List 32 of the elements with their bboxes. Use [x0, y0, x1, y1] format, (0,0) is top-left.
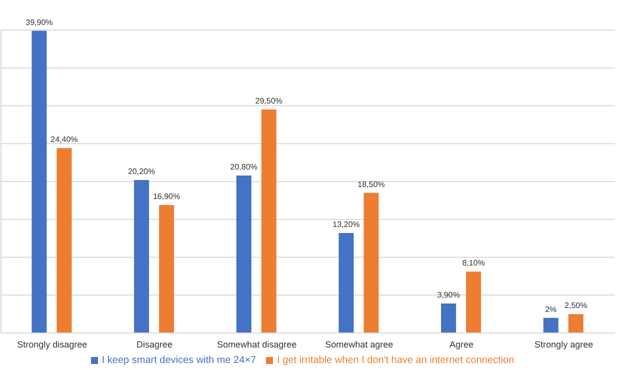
legend-label: I keep smart devices with me 24×7: [102, 355, 256, 366]
x-tick-label: Disagree: [136, 339, 173, 350]
x-tick-label: Somewhat agree: [325, 339, 394, 350]
data-label: 2,50%: [564, 301, 588, 310]
data-label: 8,10%: [462, 258, 485, 268]
data-label: 20,20%: [128, 166, 156, 176]
bar: [466, 272, 482, 333]
data-label: 29,50%: [255, 96, 282, 106]
bar: [261, 110, 276, 333]
bar: [543, 318, 558, 333]
data-label: 24,40%: [50, 135, 78, 144]
bar: [441, 303, 456, 333]
data-label: 39,90%: [26, 18, 53, 27]
bar: [134, 180, 150, 333]
data-label: 3,90%: [437, 290, 460, 300]
bar: [56, 148, 72, 333]
data-label: 18,50%: [358, 180, 385, 189]
bar: [338, 233, 354, 333]
x-tick-label: Strongly disagree: [17, 339, 88, 350]
bar: [236, 175, 252, 333]
bar: [568, 314, 584, 333]
data-label: 13,20%: [332, 220, 360, 230]
data-label: 16,90%: [152, 192, 180, 201]
bar: [364, 192, 379, 333]
x-tick-label: Somewhat disagree: [217, 339, 297, 350]
data-label: 20,80%: [230, 162, 258, 172]
legend-label: I get irritable when I don't have an internet connection: [277, 355, 514, 366]
bar: [159, 204, 174, 333]
bar: [32, 30, 47, 333]
x-tick-label: Agree: [449, 339, 474, 350]
data-label: 2%: [545, 304, 557, 314]
x-tick-label: Strongly agree: [534, 339, 594, 350]
